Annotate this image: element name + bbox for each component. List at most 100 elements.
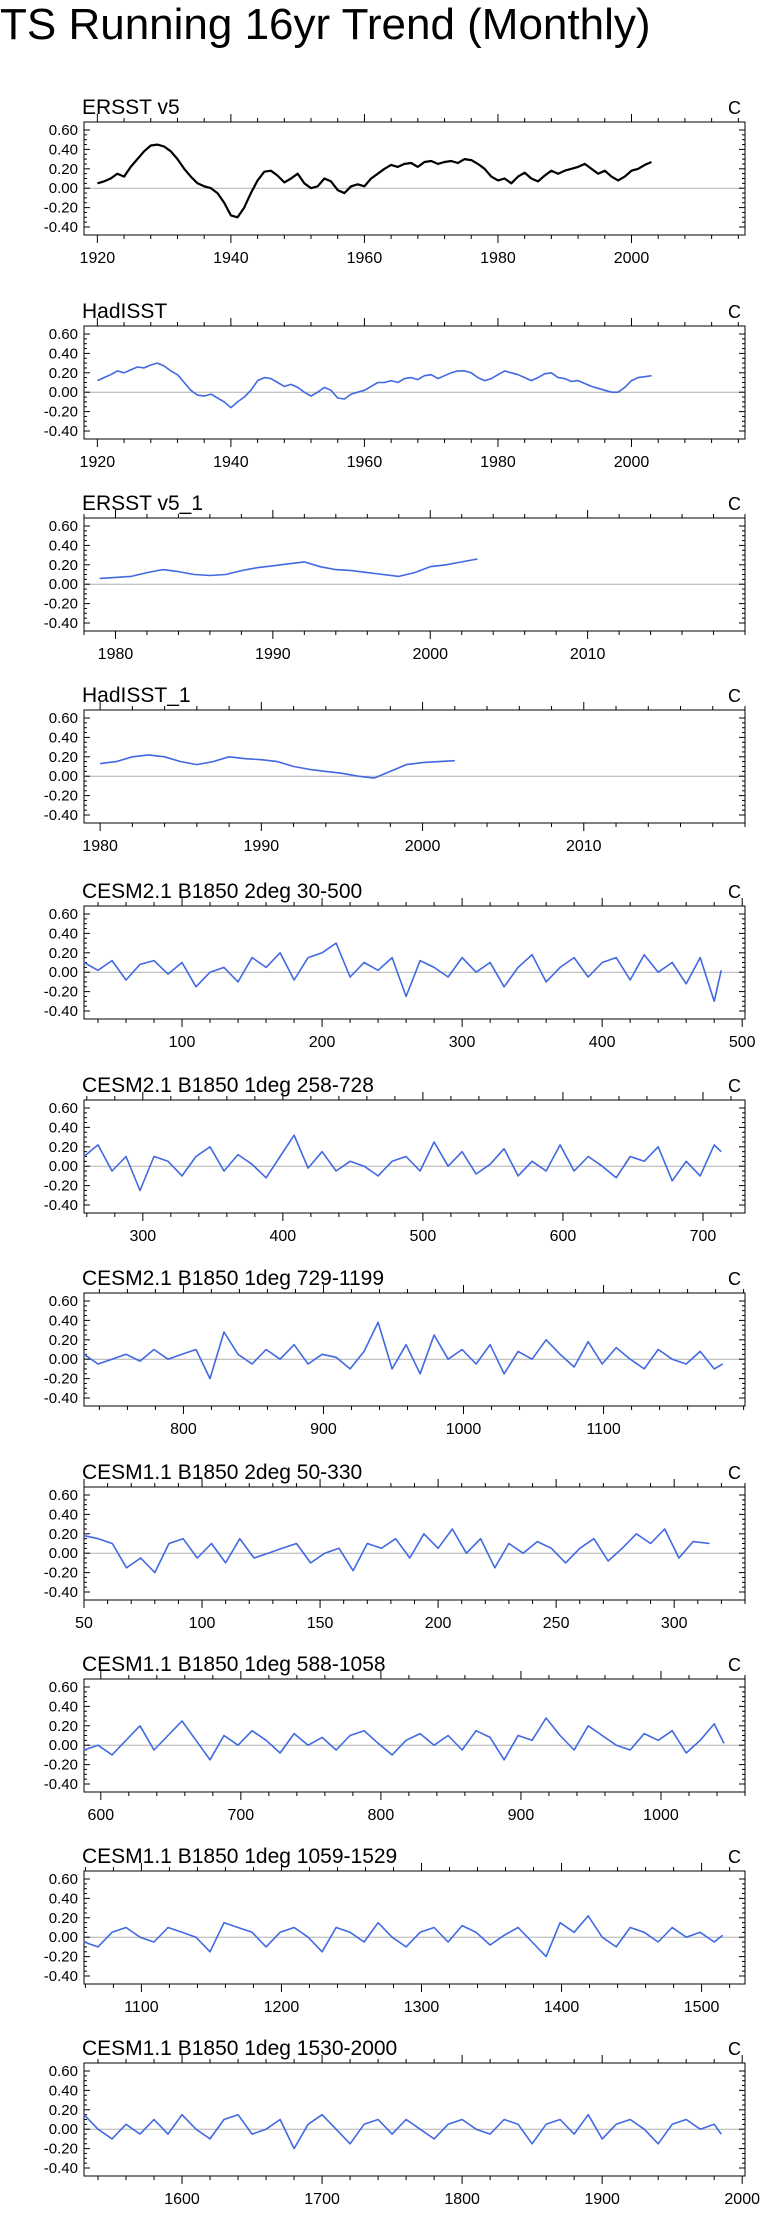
y-tick-label: 0.20 <box>49 1526 78 1543</box>
x-tick-label: 400 <box>589 1034 616 1051</box>
y-tick-label: -0.40 <box>44 219 78 236</box>
y-tick-label: 0.40 <box>49 1698 78 1715</box>
panel-title: HadISST <box>82 300 167 323</box>
y-tick-label: 0.20 <box>49 1910 78 1927</box>
x-tick-label: 2010 <box>570 646 606 663</box>
x-tick-label: 1000 <box>643 1807 679 1824</box>
x-tick-label: 900 <box>310 1421 337 1438</box>
panel-title: CESM2.1 B1850 1deg 258-728 <box>82 1074 374 1097</box>
x-tick-label: 150 <box>307 1615 334 1632</box>
panel-units: C <box>728 882 741 902</box>
panel-title: CESM1.1 B1850 2deg 50-330 <box>82 1461 362 1484</box>
y-tick-label: -0.20 <box>44 1565 78 1582</box>
x-tick-label: 500 <box>729 1034 756 1051</box>
x-tick-label: 250 <box>543 1615 570 1632</box>
y-tick-label: 0.00 <box>49 1158 78 1175</box>
y-tick-label: -0.40 <box>44 423 78 440</box>
chart-panel: ERSST v5 C -0.40 -0.20 0.00 0.20 0.40 0.60 1920 1… <box>44 96 746 267</box>
x-tick-label: 1980 <box>480 250 516 267</box>
series-line <box>97 362 652 409</box>
y-tick-label: 0.20 <box>49 1332 78 1349</box>
panel-title: HadISST_1 <box>82 684 191 707</box>
y-tick-label: 0.20 <box>49 2102 78 2119</box>
y-tick-label: 0.40 <box>49 141 78 158</box>
series-line <box>83 1134 722 1192</box>
x-tick-label: 900 <box>508 1807 535 1824</box>
x-tick-label: 1000 <box>446 1421 482 1438</box>
plot-frame <box>83 1292 746 1407</box>
y-tick-label: 0.60 <box>49 1487 78 1504</box>
x-tick-label: 1100 <box>124 1999 159 2016</box>
chart-panel: CESM2.1 B1850 2deg 30-500 C -0.40 -0.20 0.00… <box>44 880 756 1051</box>
y-tick-label: -0.20 <box>44 1371 78 1388</box>
panel-title: CESM2.1 B1850 2deg 30-500 <box>82 880 362 903</box>
y-tick-label: -0.20 <box>44 2141 78 2158</box>
panel-units: C <box>728 1847 741 1867</box>
y-tick-label: 0.40 <box>49 729 78 746</box>
panel-units: C <box>728 98 741 118</box>
plot-frame <box>83 1486 746 1601</box>
y-tick-label: 0.60 <box>49 518 78 535</box>
panel-title: CESM1.1 B1850 1deg 1059-1529 <box>82 1845 397 1868</box>
panel-title: CESM2.1 B1850 1deg 729-1199 <box>82 1267 384 1290</box>
x-tick-label: 1600 <box>164 2191 200 2208</box>
chart-panel: CESM1.1 B1850 1deg 1530-2000 C -0.40 -0.20 0… <box>44 2037 760 2208</box>
y-tick-label: -0.20 <box>44 1757 78 1774</box>
chart-panel: ERSST v5_1 C -0.40 -0.20 0.00 0.20 0.40 0.60 198… <box>44 492 746 663</box>
y-tick-label: 0.60 <box>49 122 78 139</box>
series-line <box>83 1528 710 1574</box>
y-tick-label: 0.40 <box>49 1890 78 1907</box>
y-tick-label: 0.20 <box>49 1139 78 1156</box>
plot-frame <box>83 2062 746 2177</box>
y-tick-label: 0.60 <box>49 1679 78 1696</box>
x-tick-label: 300 <box>129 1228 156 1245</box>
y-tick-label: -0.20 <box>44 984 78 1001</box>
plot-frame <box>83 517 746 632</box>
x-tick-label: 1700 <box>304 2191 340 2208</box>
y-tick-label: 0.40 <box>49 925 78 942</box>
y-tick-label: 0.20 <box>49 1718 78 1735</box>
x-tick-label: 500 <box>410 1228 437 1245</box>
x-tick-label: 400 <box>270 1228 297 1245</box>
x-tick-label: 200 <box>425 1615 452 1632</box>
y-tick-label: 0.00 <box>49 1737 78 1754</box>
x-tick-label: 1300 <box>404 1999 440 2016</box>
x-tick-label: 600 <box>550 1228 577 1245</box>
x-tick-label: 2000 <box>614 454 650 471</box>
series-line <box>99 558 478 580</box>
y-tick-label: 0.40 <box>49 537 78 554</box>
panel-units: C <box>728 1463 741 1483</box>
x-tick-label: 2000 <box>405 838 441 855</box>
x-tick-label: 800 <box>368 1807 395 1824</box>
x-tick-label: 50 <box>75 1615 93 1632</box>
y-tick-label: -0.40 <box>44 1584 78 1601</box>
panel-units: C <box>728 686 741 706</box>
chart-panel: CESM1.1 B1850 2deg 50-330 C -0.40 -0.20 0.00… <box>44 1461 746 1632</box>
y-tick-label: 0.00 <box>49 576 78 593</box>
x-tick-label: 1980 <box>480 454 516 471</box>
panel-title: ERSST v5_1 <box>82 492 203 515</box>
plot-frame <box>83 1099 746 1214</box>
y-tick-label: 0.20 <box>49 945 78 962</box>
series-line <box>100 754 455 779</box>
y-tick-label: 0.00 <box>49 1351 78 1368</box>
y-tick-label: 0.00 <box>49 384 78 401</box>
x-tick-label: 1990 <box>244 838 280 855</box>
series-line <box>97 143 652 219</box>
y-tick-label: 0.60 <box>49 1871 78 1888</box>
x-tick-label: 1900 <box>584 2191 620 2208</box>
y-tick-label: 0.20 <box>49 749 78 766</box>
x-tick-label: 300 <box>449 1034 476 1051</box>
y-tick-label: 0.60 <box>49 906 78 923</box>
x-tick-label: 1960 <box>347 250 383 267</box>
x-tick-label: 2000 <box>614 250 650 267</box>
x-tick-label: 1400 <box>544 1999 580 2016</box>
y-tick-label: 0.40 <box>49 1506 78 1523</box>
x-tick-label: 1100 <box>586 1421 621 1438</box>
series-line <box>83 942 722 1003</box>
panel-title: ERSST v5 <box>82 96 180 119</box>
plot-frame <box>83 1870 746 1985</box>
x-tick-label: 2000 <box>412 646 448 663</box>
x-tick-label: 100 <box>169 1034 196 1051</box>
y-tick-label: -0.20 <box>44 1178 78 1195</box>
